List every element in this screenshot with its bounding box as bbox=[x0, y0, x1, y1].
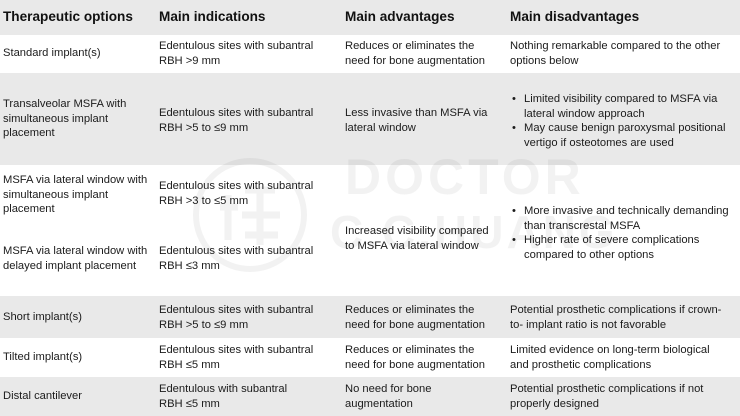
row-standard-implant-indication: Edentulous sites with subantral RBH >9 mm bbox=[159, 40, 314, 67]
row-msfa-delayed-option: MSFA via lateral window with delayed impl… bbox=[3, 245, 148, 272]
row-msfa-lateral-advantage: Increased visibility compared to MSFA via… bbox=[345, 225, 489, 252]
list-item: Higher rate of severe complicationscompa… bbox=[510, 233, 729, 262]
row-msfa-lateral-disadvantage-list: More invasive and technically demandingt… bbox=[510, 204, 729, 262]
row-standard-implant-option: Standard implant(s) bbox=[3, 47, 101, 59]
header-main-indications: Main indications bbox=[159, 9, 266, 24]
list-item: May cause benign paroxysmal positionalve… bbox=[510, 121, 725, 150]
row-transalveolar-option: Transalveolar MSFA with simultaneous impl… bbox=[3, 98, 127, 140]
row-distal-cantilever-advantage: No need for bone augmentation bbox=[345, 383, 432, 410]
row-msfa-simultaneous-indication: Edentulous sites with subantral RBH >3 to… bbox=[159, 180, 314, 207]
row-tilted-implant-indication: Edentulous sites with subantral RBH ≤5 mm bbox=[159, 344, 314, 371]
header-row-background bbox=[0, 0, 740, 35]
row-short-implant-disadvantage: Potential prosthetic complications if cr… bbox=[510, 304, 722, 331]
row-tilted-implant-disadvantage: Limited evidence on long-term biological… bbox=[510, 344, 710, 371]
row-short-implant-indication: Edentulous sites with subantral RBH >5 to… bbox=[159, 304, 314, 331]
row-transalveolar-advantage: Less invasive than MSFA via lateral windo… bbox=[345, 107, 488, 134]
row-7-background bbox=[0, 377, 740, 416]
row-standard-implant-advantage: Reduces or eliminates the need for bone a… bbox=[345, 40, 485, 67]
row-short-implant-advantage: Reduces or eliminates the need for bone a… bbox=[345, 304, 485, 331]
row-standard-implant-disadvantage: Nothing remarkable compared to the other… bbox=[510, 40, 721, 67]
row-tilted-implant-advantage: Reduces or eliminates the need for bone a… bbox=[345, 344, 485, 371]
list-item: More invasive and technically demandingt… bbox=[510, 204, 729, 233]
row-5-background bbox=[0, 296, 740, 338]
row-distal-cantilever-option: Distal cantilever bbox=[3, 390, 82, 402]
list-item: Limited visibility compared to MSFA vial… bbox=[510, 92, 725, 121]
watermark-seal-icon bbox=[193, 158, 307, 272]
row-msfa-simultaneous-option: MSFA via lateral window with simultaneous… bbox=[3, 174, 148, 216]
row-tilted-implant-option: Tilted implant(s) bbox=[3, 351, 83, 363]
header-main-advantages: Main advantages bbox=[345, 9, 455, 24]
header-therapeutic-options: Therapeutic options bbox=[3, 9, 133, 24]
row-distal-cantilever-indication: Edentulous with subantral RBH ≤5 mm bbox=[159, 383, 288, 410]
row-distal-cantilever-disadvantage: Potential prosthetic complications if no… bbox=[510, 383, 704, 410]
row-transalveolar-disadvantage-list: Limited visibility compared to MSFA vial… bbox=[510, 92, 725, 150]
row-msfa-delayed-indication: Edentulous sites with subantral RBH ≤3 mm bbox=[159, 245, 314, 272]
header-main-disadvantages: Main disadvantages bbox=[510, 9, 640, 24]
row-transalveolar-indication: Edentulous sites with subantral RBH >5 to… bbox=[159, 107, 314, 134]
row-short-implant-option: Short implant(s) bbox=[3, 311, 82, 323]
